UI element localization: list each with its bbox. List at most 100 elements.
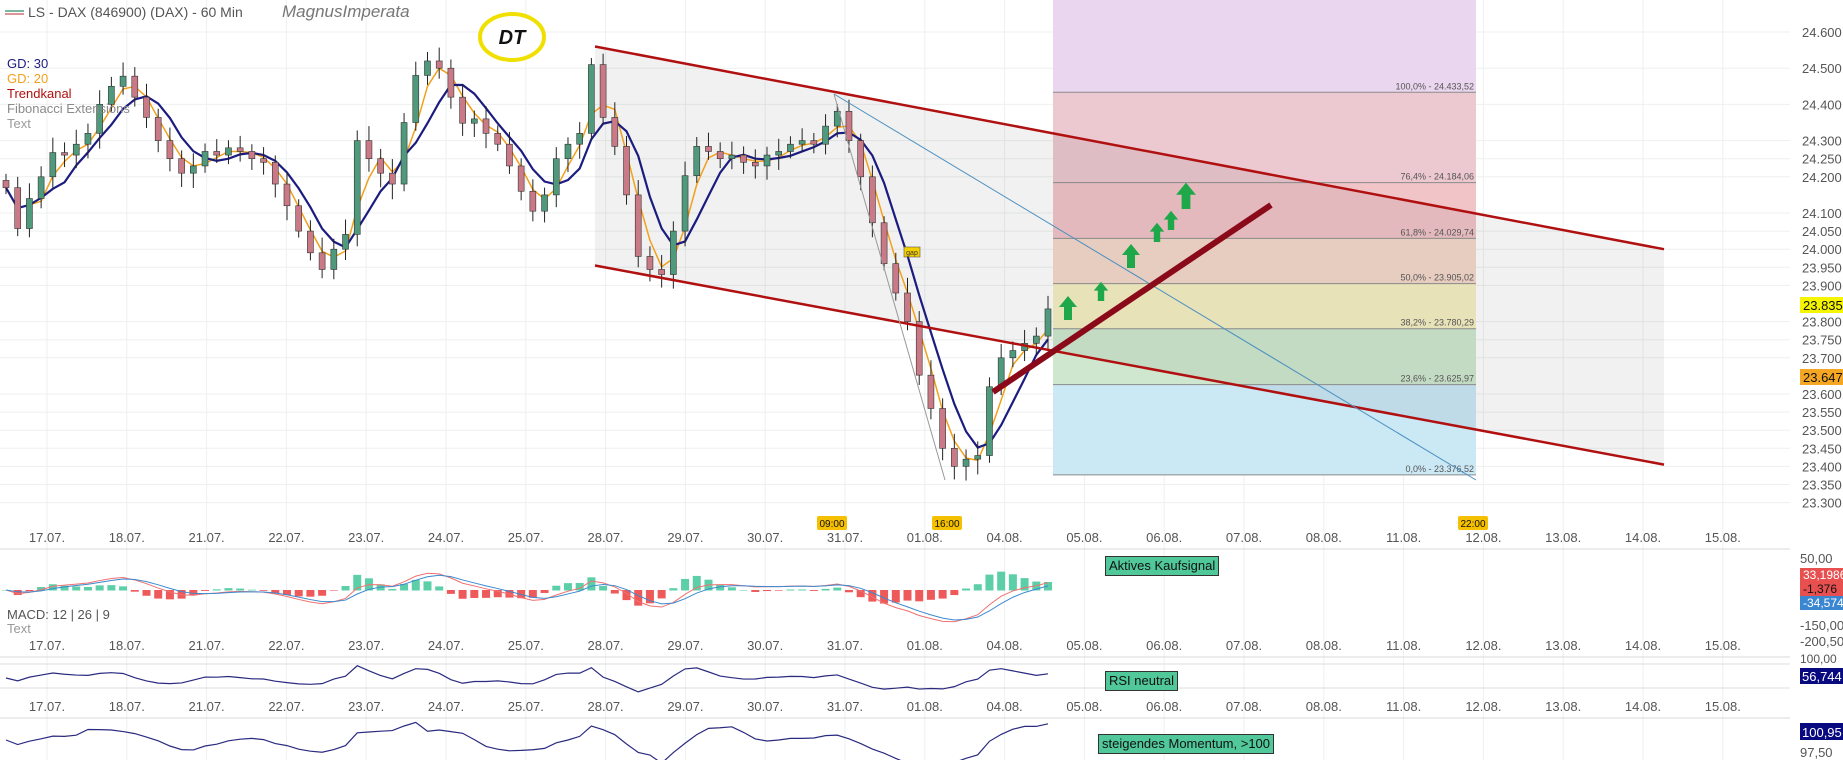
candle-body — [342, 234, 349, 250]
macd-axis-label: -150,00 — [1800, 618, 1843, 633]
candle-body — [810, 140, 818, 145]
candle-body — [787, 143, 794, 152]
macd-histogram-bar — [938, 590, 947, 599]
macd-histogram-bar — [809, 590, 818, 591]
date-axis-label: 01.08. — [907, 638, 943, 653]
macd-signal-label: Aktives Kaufsignal — [1105, 556, 1220, 576]
candle-body — [1032, 335, 1040, 344]
candle-body — [775, 151, 783, 156]
candle-body — [61, 152, 68, 156]
price-axis-label: 24.400, — [1802, 97, 1843, 112]
dt-annotation-label: DT — [499, 27, 527, 49]
macd-histogram-bar — [645, 590, 654, 604]
gd30-line — [5, 83, 1049, 449]
date-axis-label: 24.07. — [428, 699, 464, 714]
candle-body — [435, 60, 443, 69]
date-axis-label: 17.07. — [29, 638, 65, 653]
date-axis-label: 14.08. — [1625, 699, 1661, 714]
candle-body — [541, 194, 548, 212]
candle-body — [26, 198, 33, 229]
rsi-axis-label: 100,00 — [1800, 652, 1837, 666]
rsi-value-badge — [1800, 668, 1843, 684]
macd-histogram-bar — [692, 575, 701, 591]
date-axis-label: 13.08. — [1545, 638, 1581, 653]
time-badge-text: 16:00 — [934, 519, 959, 530]
candle-body — [822, 125, 829, 145]
macd-histogram-bar — [353, 574, 362, 591]
candle-body — [611, 117, 619, 147]
chart-title: LS - DAX (846900) (DAX) - 60 Min — [28, 4, 243, 20]
price-axis-label: 24.600, — [1802, 25, 1843, 40]
gap-marker — [903, 246, 921, 258]
candle-body — [857, 140, 864, 178]
momentum-axis-label: 97,50 — [1800, 745, 1833, 760]
candle-body — [658, 269, 665, 275]
candle-body — [482, 118, 490, 134]
macd-histogram-bar — [388, 588, 397, 591]
rsi-value-text: 56,744 — [1802, 669, 1842, 684]
macd-legend: MACD: 12 | 26 | 9 — [7, 607, 110, 622]
fib-extension-line-2 — [833, 93, 946, 481]
date-axis-label: 14.08. — [1625, 638, 1661, 653]
candle-body — [459, 96, 466, 124]
candle-body — [763, 154, 771, 167]
candle-body — [318, 252, 326, 270]
price-axis-label: 23.900, — [1802, 278, 1843, 293]
price-axis-label: 23.600, — [1802, 387, 1843, 402]
candle-body — [96, 104, 103, 134]
time-badge-text: 22:00 — [1460, 519, 1485, 530]
date-axis-label: 25.07. — [508, 699, 544, 714]
macd-histogram-bar — [294, 590, 303, 597]
rsi-line — [5, 665, 1049, 693]
macd-value-text: -34,574 — [1803, 596, 1843, 610]
macd-histogram-bar — [282, 590, 291, 595]
candle-body — [49, 152, 57, 178]
price-axis-label: 23.300, — [1802, 496, 1843, 511]
fib-zone-top — [1053, 0, 1476, 93]
date-axis-label: 17.07. — [29, 530, 65, 545]
macd-axis-label: -200,50 — [1800, 634, 1843, 649]
macd-histogram-bar — [727, 587, 736, 591]
macd-histogram-bar — [903, 590, 912, 601]
date-axis-label: 14.08. — [1625, 530, 1661, 545]
macd-histogram-bar — [634, 590, 643, 606]
date-axis-label: 11.08. — [1386, 638, 1421, 653]
price-axis-label: 23.500, — [1802, 423, 1843, 438]
date-axis-label: 13.08. — [1545, 530, 1581, 545]
price-axis-label: 23.700, — [1802, 351, 1843, 366]
candle-body — [494, 133, 502, 145]
date-axis-label: 22.07. — [268, 699, 304, 714]
macd-histogram-bar — [575, 582, 584, 591]
date-axis-label: 01.08. — [907, 699, 943, 714]
macd-histogram-bar — [177, 590, 186, 599]
date-axis-label: 28.07. — [588, 638, 624, 653]
candle-body — [248, 151, 256, 160]
candle-body — [412, 75, 420, 123]
macd-histogram-bar — [130, 590, 139, 592]
macd-histogram-bar — [622, 590, 631, 601]
date-axis-label: 22.07. — [268, 638, 304, 653]
candle-body — [833, 110, 841, 127]
date-axis-label: 15.08. — [1705, 699, 1741, 714]
up-arrow-icon — [1149, 222, 1165, 242]
price-axis-label: 24.250, — [1802, 152, 1843, 167]
candle-body — [271, 162, 279, 185]
time-badge — [817, 516, 847, 530]
macd-histogram-bar — [13, 590, 22, 596]
candle-body — [166, 140, 174, 160]
candle-body — [330, 248, 338, 270]
date-axis-label: 23.07. — [348, 638, 384, 653]
price-axis-label: 23.750, — [1802, 333, 1843, 348]
macd-histogram-bar — [329, 590, 338, 591]
macd-histogram-bar — [716, 584, 725, 591]
date-axis-label: 11.08. — [1386, 530, 1421, 545]
price-axis-label: 23.350, — [1802, 478, 1843, 493]
candle-body — [143, 96, 150, 118]
date-axis-label: 12.08. — [1465, 638, 1501, 653]
candle-body — [1044, 308, 1052, 337]
candle-body — [225, 147, 232, 156]
macd-histogram-bar — [48, 584, 57, 591]
price-axis-label: 24.100, — [1802, 206, 1843, 221]
price-axis-label: 24.050, — [1802, 224, 1843, 239]
